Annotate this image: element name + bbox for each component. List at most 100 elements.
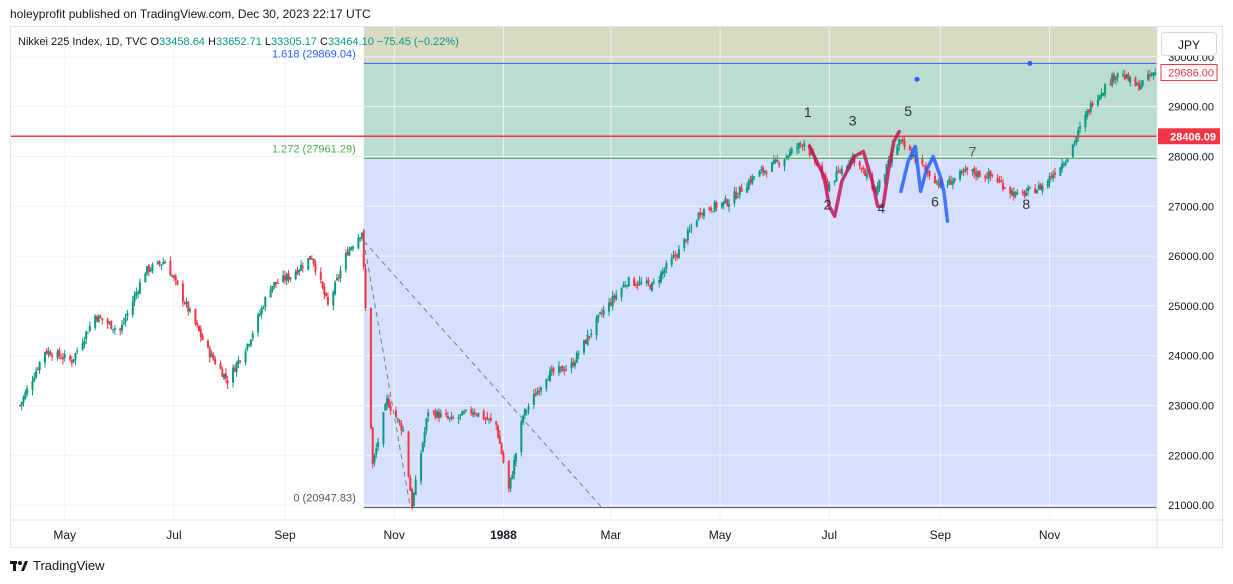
candle-body	[787, 155, 790, 158]
candle-body	[357, 237, 360, 249]
candle-body	[634, 284, 637, 286]
candle-body	[899, 140, 902, 142]
candle-body	[232, 367, 235, 383]
candle-body	[726, 199, 729, 206]
candle-body	[933, 175, 936, 184]
candle-body	[659, 272, 662, 282]
candle-body	[326, 296, 329, 305]
candle-body	[1014, 192, 1017, 196]
candle-body	[586, 334, 589, 345]
candle-body	[701, 213, 704, 215]
candle-body	[547, 379, 550, 381]
high-label: H	[208, 36, 216, 48]
candle-body	[713, 201, 716, 212]
currency-button[interactable]: JPY	[1161, 32, 1217, 56]
candle-body	[753, 176, 756, 178]
candle-body	[348, 248, 351, 256]
candle-body	[575, 352, 578, 363]
candle-body	[622, 284, 625, 288]
candle-body	[1104, 84, 1107, 95]
candle-body	[690, 227, 693, 229]
candle-body	[864, 169, 867, 176]
candle-body	[960, 171, 963, 174]
candle-body	[183, 302, 186, 305]
candle-body	[163, 261, 166, 264]
tradingview-logo[interactable]: TradingView	[10, 558, 105, 573]
level-price-tag	[1158, 128, 1220, 145]
candle-body	[273, 282, 276, 287]
level-price-label: 28406.09	[1170, 131, 1216, 143]
candle-body	[119, 328, 122, 331]
price-tick-label: 22000.00	[1168, 450, 1214, 462]
candle-body	[244, 351, 247, 363]
candle-body	[720, 202, 723, 208]
candle-body	[1016, 192, 1019, 194]
candle-body	[745, 187, 748, 193]
candle-body	[595, 317, 598, 335]
candle-body	[196, 323, 199, 326]
candle-body	[88, 325, 91, 332]
candle-body	[561, 365, 564, 372]
candle-body	[912, 155, 915, 157]
candle-body	[411, 489, 414, 508]
candle-body	[502, 453, 505, 463]
candle-body	[797, 143, 800, 149]
price-tick-label: 24000.00	[1168, 351, 1214, 363]
candle-body	[577, 353, 580, 355]
candle-body	[828, 183, 831, 191]
candle-body	[966, 167, 969, 171]
candle-body	[801, 145, 804, 147]
candle-body	[858, 161, 861, 167]
candle-body	[776, 159, 779, 162]
candle-body	[1134, 77, 1137, 87]
candle-body	[124, 317, 127, 322]
candle-body	[627, 277, 630, 287]
candle-body	[613, 295, 616, 299]
price-tick-label: 28000.00	[1168, 151, 1214, 163]
candle-body	[948, 178, 951, 185]
candle-body	[998, 180, 1001, 182]
candle-body	[298, 270, 301, 273]
candle-body	[181, 283, 184, 302]
candle-body	[987, 171, 990, 179]
fib-label: 1.618 (29869.04)	[272, 48, 356, 60]
candle-body	[301, 266, 304, 268]
candle-body	[588, 335, 591, 337]
candle-body	[540, 387, 543, 391]
candle-body	[996, 178, 999, 183]
candle-body	[763, 170, 766, 173]
candle-body	[409, 477, 412, 492]
candle-body	[110, 320, 113, 330]
candle-body	[509, 477, 512, 489]
dashed-trendline	[363, 241, 411, 508]
price-tick-label: 26000.00	[1168, 251, 1214, 263]
candle-body	[85, 331, 88, 340]
candle-body	[95, 316, 98, 321]
candle-body	[645, 280, 648, 284]
candle-body	[398, 420, 401, 423]
candle-body	[599, 312, 602, 314]
candle-body	[898, 139, 901, 146]
candle-body	[1046, 180, 1049, 187]
fib-zone-top	[363, 27, 1157, 64]
candle-body	[56, 351, 59, 359]
candle-body	[1066, 158, 1069, 163]
candle-body	[377, 441, 380, 447]
candle-body	[500, 443, 503, 454]
candle-body	[1036, 190, 1039, 194]
candle-body	[697, 212, 700, 220]
candle-body	[448, 417, 451, 419]
candle-body	[1041, 185, 1044, 192]
candle-body	[896, 146, 899, 156]
candle-body	[946, 184, 949, 186]
candle-body	[495, 421, 498, 426]
candle-body	[1021, 191, 1024, 193]
candle-body	[1053, 172, 1056, 176]
candle-body	[400, 422, 403, 431]
candle-body	[525, 410, 528, 412]
chart-frame[interactable]	[10, 26, 1223, 548]
candle-body	[1113, 74, 1116, 81]
candle-body	[246, 343, 249, 350]
candle-body	[38, 362, 41, 370]
